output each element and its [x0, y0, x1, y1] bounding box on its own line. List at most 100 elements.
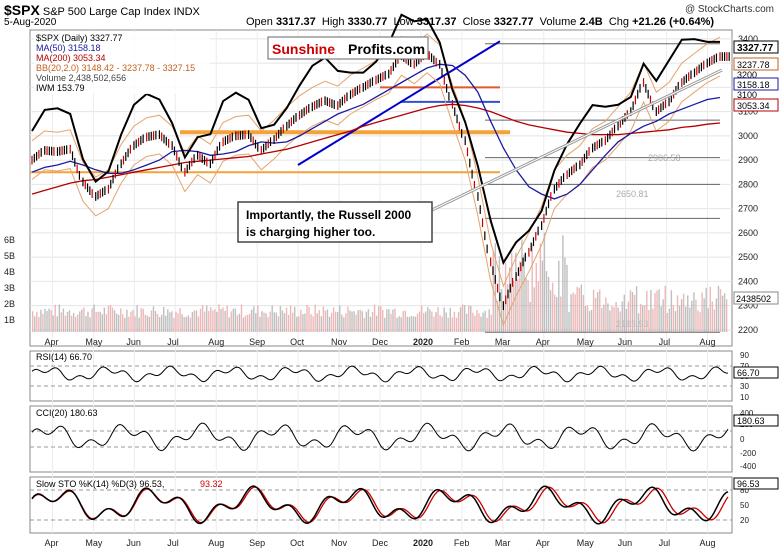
volume-bar	[707, 308, 709, 332]
volume-bar	[318, 310, 320, 332]
volume-bar	[664, 285, 666, 332]
month-tick-bottom: Feb	[454, 538, 470, 548]
volume-bar	[167, 309, 169, 332]
volume-bar	[375, 315, 378, 332]
volume-bar	[70, 315, 73, 332]
month-tick: Jun	[618, 337, 633, 347]
sto-title-d: 93.32	[200, 479, 223, 489]
month-tick-bottom: 2020	[413, 538, 433, 548]
volume-bar	[459, 307, 462, 332]
volume-bar	[670, 290, 673, 332]
volume-bar	[646, 290, 648, 332]
month-tick: Mar	[495, 337, 511, 347]
volume-bar	[81, 309, 83, 332]
sto-k-line	[31, 485, 729, 525]
volume-bar	[623, 294, 625, 332]
cci-tick: -400	[740, 462, 757, 471]
volume-bar	[128, 316, 130, 332]
volume-bar	[275, 312, 277, 332]
volume-bar	[332, 307, 335, 332]
volume-bar	[453, 311, 456, 332]
volume-bar	[60, 312, 63, 332]
volume-bar	[56, 316, 58, 332]
sto-tick: 20	[740, 516, 749, 525]
volume-bar	[402, 311, 404, 332]
volume-bar	[371, 311, 374, 332]
month-tick: Jul	[659, 337, 671, 347]
volume-bar	[50, 310, 52, 332]
volume-bar	[611, 305, 613, 332]
volume-bar	[490, 314, 492, 332]
volume-bar	[238, 313, 241, 332]
legend-volume: Volume 2,438,502,656	[36, 73, 126, 83]
price-tick: 2300	[738, 301, 758, 311]
month-tick-bottom: Jul	[659, 538, 671, 548]
volume-bar	[365, 311, 368, 332]
volume-bar	[484, 310, 486, 332]
volume-bar	[680, 299, 683, 332]
volume-bar	[197, 316, 200, 332]
volume-bar	[668, 308, 671, 332]
volume-bar	[695, 299, 697, 332]
rsi-tick: 10	[740, 393, 749, 402]
volume-bar	[40, 309, 42, 332]
volume-bar	[334, 311, 337, 332]
volume-bar	[435, 312, 437, 332]
volume-bar	[652, 308, 654, 332]
volume-bar	[713, 309, 716, 332]
volume-bar	[328, 316, 331, 332]
volume-bar	[574, 294, 576, 332]
volume-bar	[472, 312, 474, 332]
month-tick-bottom: May	[85, 538, 103, 548]
trend-line	[297, 40, 501, 166]
volume-bar	[363, 317, 366, 332]
volume-bar	[359, 309, 361, 332]
tag-cci: 180.63	[737, 416, 765, 426]
volume-bar	[429, 309, 431, 332]
sto-tick: 50	[740, 501, 749, 510]
watermark-part2: Profits.com	[348, 41, 425, 57]
volume-bar	[220, 308, 222, 332]
volume-bar	[273, 312, 275, 332]
volume-bar	[132, 309, 134, 332]
month-tick: Apr	[536, 337, 550, 347]
volume-bar	[126, 309, 128, 332]
volume-bar	[457, 311, 460, 332]
annotation-box	[237, 201, 433, 243]
volume-bar	[236, 315, 239, 332]
watermark-box	[267, 36, 429, 60]
volume-bar	[160, 314, 163, 332]
volume-bar	[621, 301, 623, 332]
volume-bar	[674, 311, 677, 332]
volume-bar	[154, 311, 157, 332]
volume-bar	[599, 289, 601, 332]
volume-bar	[502, 301, 505, 332]
volume-bar	[380, 306, 382, 332]
volume-bar	[158, 317, 161, 332]
month-tick: May	[577, 337, 595, 347]
price-tick: 2900	[738, 155, 758, 165]
volume-bar	[662, 299, 664, 332]
volume-bar	[719, 289, 722, 332]
volume-bar	[513, 280, 515, 332]
month-tick-bottom: Nov	[331, 538, 348, 548]
volume-bar	[232, 308, 235, 332]
volume-bar	[314, 304, 316, 332]
month-tick: May	[85, 337, 103, 347]
volume-bar	[717, 285, 720, 332]
volume-bar	[642, 305, 644, 332]
volume-bar	[386, 309, 388, 332]
index-name: S&P 500 Large Cap Index	[42, 6, 171, 18]
volume-bar	[113, 310, 116, 332]
watermark-part1: Sunshine	[272, 41, 335, 57]
price-tick: 2400	[738, 276, 758, 286]
volume-bar	[189, 317, 192, 332]
price-tick: 3400	[738, 34, 758, 44]
volume-bar	[515, 252, 517, 332]
volume-bar	[508, 267, 511, 332]
bb-lower	[31, 72, 721, 327]
volume-bar	[578, 287, 580, 332]
volume-bar	[404, 310, 406, 332]
volume-bar	[351, 311, 353, 332]
